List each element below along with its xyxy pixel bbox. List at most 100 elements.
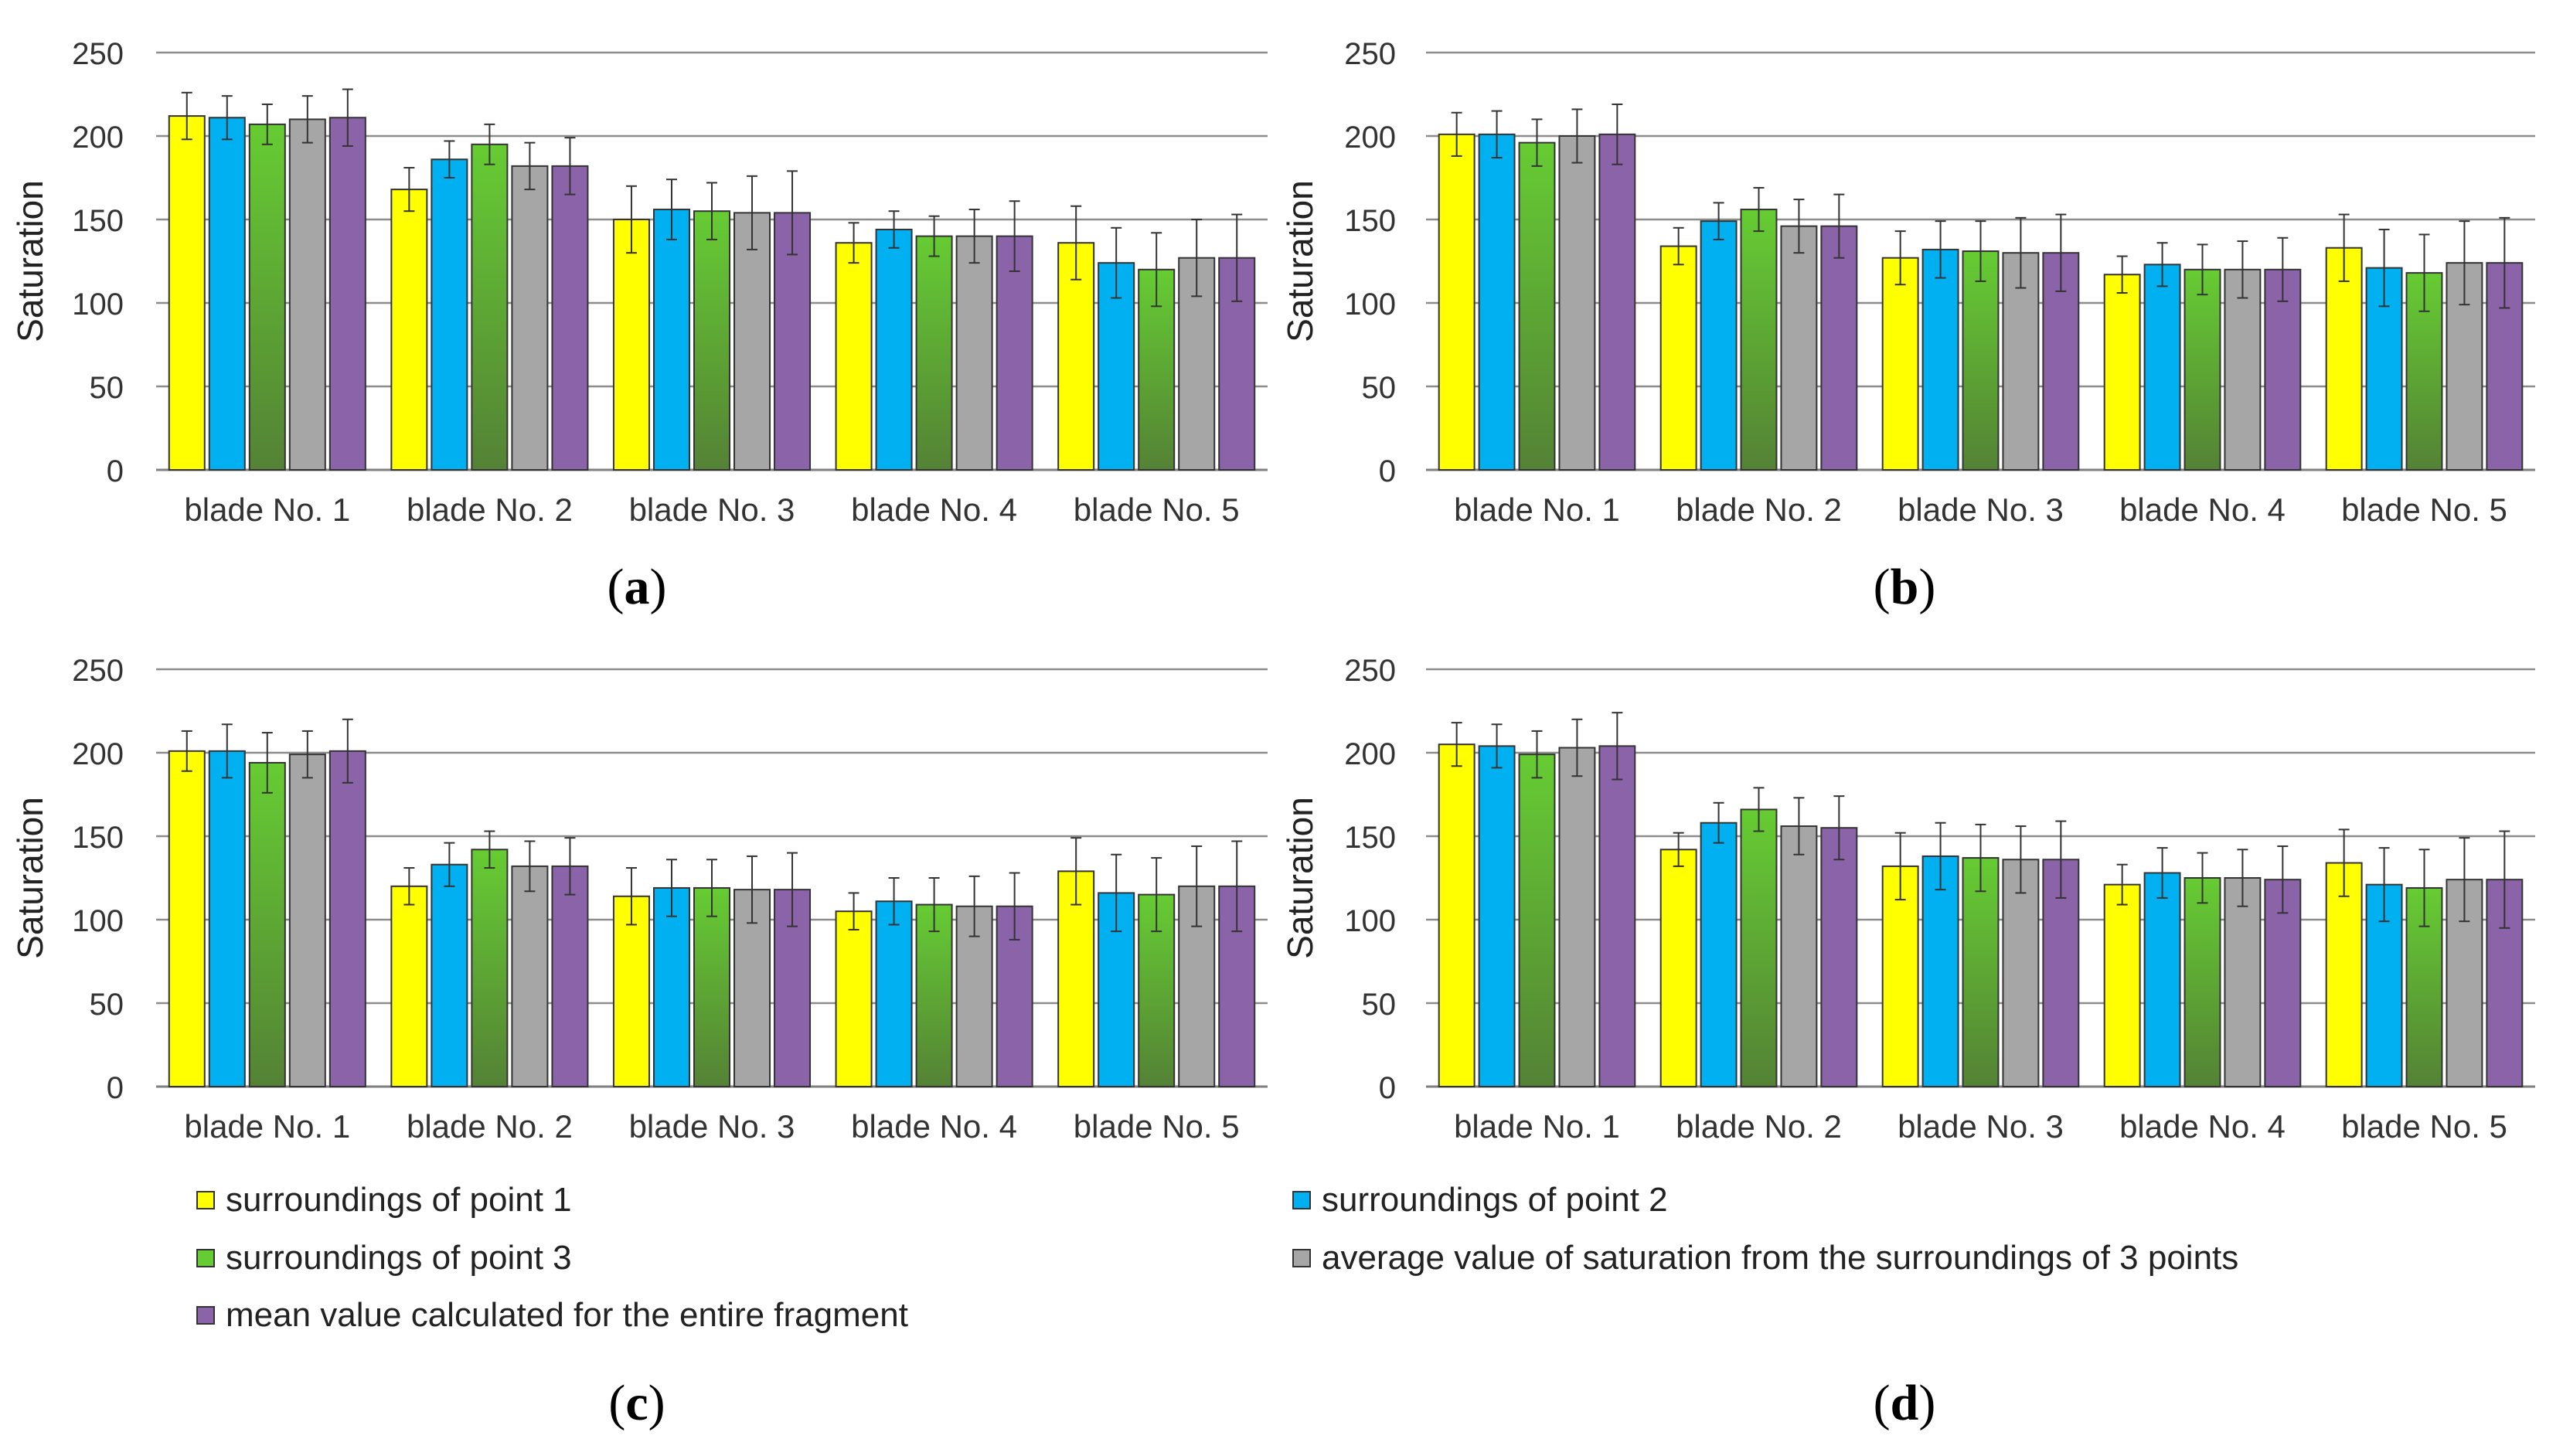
chart-panel-c: 0 50 100 150 200 250 Saturation blade No. 1 blad… [10,654,1268,1145]
y-tick-label: 0 [1379,1071,1396,1105]
x-tick-label: blade No. 5 [1074,492,1240,528]
bar-point1 [1057,242,1095,471]
bar-point3 [693,210,731,471]
bar-average [1780,225,1818,471]
bar-point1 [835,242,873,471]
x-tick-label: blade No. 2 [407,1108,573,1145]
bar-point2 [208,117,246,471]
bar-point2 [652,209,690,471]
x-tick-label: blade No. 5 [2341,1108,2507,1145]
bar-point1 [1659,849,1697,1088]
bar-mean [2264,879,2302,1088]
x-tick-label: blade No. 3 [1898,1108,2064,1145]
bar-point2 [2143,264,2181,471]
bar-point3 [693,886,731,1087]
y-tick-label: 0 [107,1071,124,1105]
bar-point3 [248,123,286,471]
bar-point1 [2103,274,2141,471]
bar-mean [1820,827,1858,1087]
y-tick-label: 150 [72,204,124,238]
bar-point3 [471,849,509,1088]
bar-point1 [612,219,650,471]
bar-point3 [1740,808,1778,1087]
bar-mean [328,750,366,1088]
bar-point1 [612,895,650,1088]
bar-point1 [1438,133,1476,471]
y-axis-label: Saturation [1280,797,1320,959]
y-tick-label: 250 [72,654,124,688]
y-tick-label: 250 [72,37,124,71]
bar-point3 [1962,857,2000,1087]
bar-point1 [2325,247,2363,471]
y-tick-label: 100 [1344,904,1396,938]
bar-point2 [875,228,913,471]
bar-mean [551,165,589,471]
y-tick-label: 200 [72,737,124,771]
bar-average [2224,877,2262,1087]
x-tick-label: blade No. 4 [851,492,1017,528]
y-tick-label: 200 [1344,121,1396,155]
bar-point2 [431,863,468,1087]
bar-mean [1598,133,1636,471]
x-tick-label: blade No. 2 [1676,492,1842,528]
y-tick-label: 0 [107,454,124,488]
bar-point1 [390,189,428,471]
bar-point2 [875,900,913,1087]
panel-label-a: (a) [607,559,667,615]
bar-average [288,754,326,1087]
bar-point3 [915,235,953,471]
bar-point1 [1438,743,1476,1087]
bar-point2 [208,750,246,1088]
x-tick-label: blade No. 5 [2341,492,2507,528]
bar-mean [2264,268,2302,471]
x-tick-label: blade No. 2 [407,492,573,528]
panel-label-d: (d) [1873,1375,1936,1431]
y-tick-label: 250 [1344,654,1396,688]
chart-panel-d: 0 50 100 150 200 250 Saturation blade No. 1 blad… [1280,654,2535,1145]
bar-point2 [1098,892,1135,1087]
bar-point1 [168,115,206,471]
bar-average [2002,859,2040,1087]
bar-average [734,212,771,471]
bar-mean [328,117,366,471]
bar-point1 [1659,245,1697,471]
panel-label-b: (b) [1873,559,1936,615]
x-tick-label: blade No. 4 [2119,492,2286,528]
bar-point2 [1921,248,1959,471]
y-axis-label: Saturation [1280,180,1320,342]
bar-average [288,118,326,471]
y-tick-label: 150 [1344,204,1396,238]
bar-average [955,235,993,471]
y-tick-label: 50 [90,988,124,1022]
bar-point1 [390,885,428,1088]
y-tick-label: 150 [72,821,124,855]
bar-point1 [1881,257,1919,471]
bar-point1 [2103,883,2141,1087]
bar-point3 [1518,141,1556,471]
panel-label-c: (c) [608,1375,665,1431]
y-tick-label: 100 [1344,287,1396,321]
bar-point3 [471,143,509,471]
y-tick-label: 100 [72,287,124,321]
y-tick-label: 50 [1362,988,1397,1022]
bar-point2 [431,158,468,471]
bar-point3 [1518,754,1556,1087]
bar-point3 [1740,209,1778,471]
bar-mean [774,212,812,471]
x-tick-label: blade No. 1 [184,1108,350,1145]
x-tick-label: blade No. 2 [1676,1108,1842,1145]
x-tick-label: blade No. 1 [184,492,350,528]
bar-point2 [1478,133,1516,471]
bar-average [2224,268,2262,471]
bar-point1 [835,910,873,1087]
bar-point2 [1700,822,1738,1087]
y-tick-label: 50 [90,371,124,405]
x-tick-label: blade No. 1 [1454,1108,1620,1145]
bar-point3 [248,761,286,1088]
y-tick-label: 150 [1344,821,1396,855]
y-tick-label: 200 [1344,737,1396,771]
bar-average [2002,252,2040,471]
y-tick-label: 250 [1344,37,1396,71]
bar-average [511,865,549,1087]
